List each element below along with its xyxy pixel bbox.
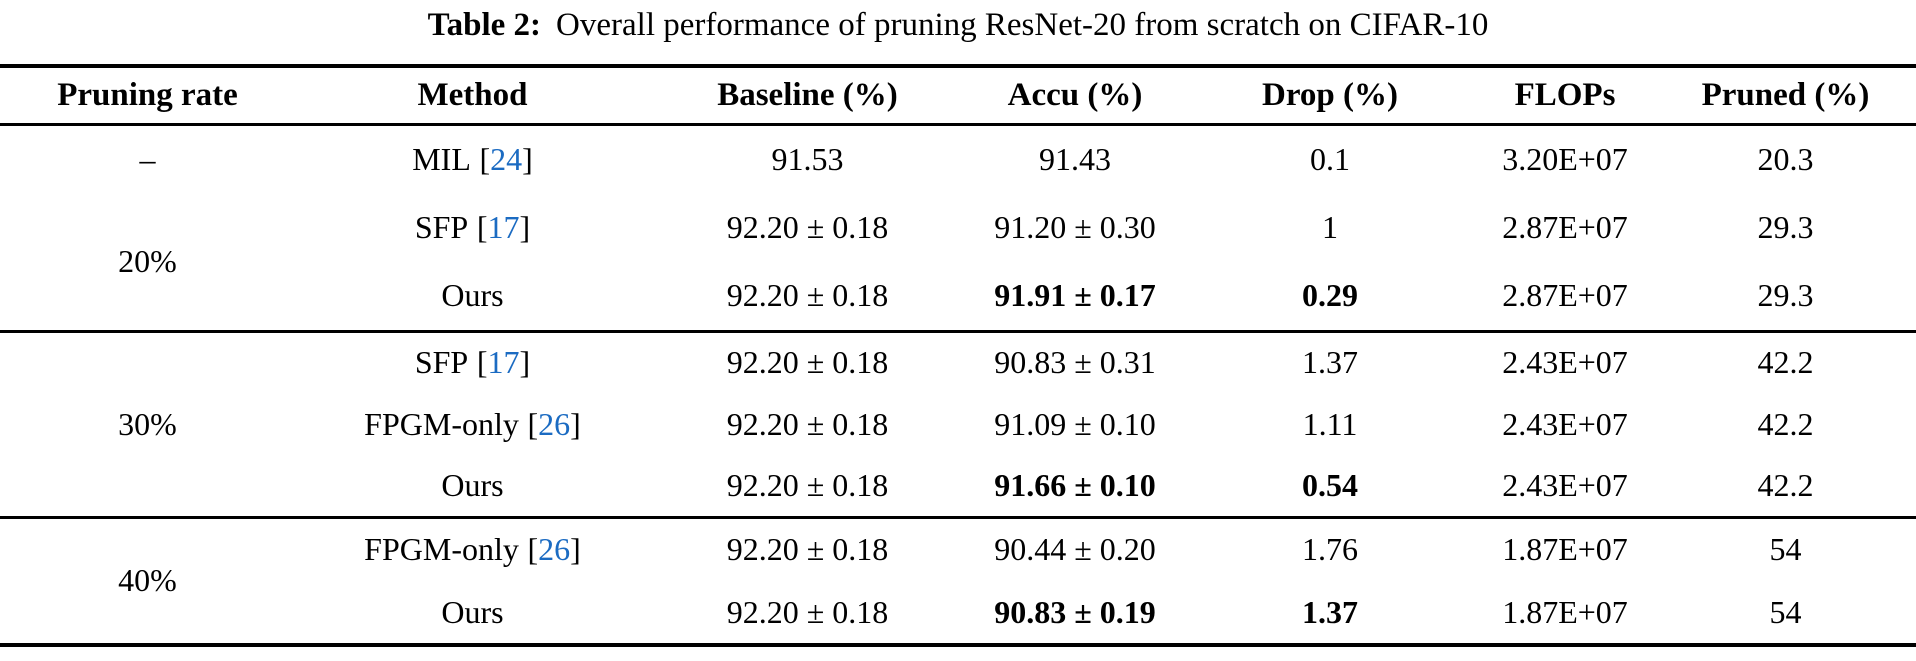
cell-pruned: 29.3 [1757, 277, 1814, 314]
cell-pruned: 42.2 [1757, 466, 1814, 503]
cell-pruning-rate: 30% [0, 329, 295, 517]
cell-flops: 1.87E+07 [1502, 593, 1628, 630]
method-label: MIL [412, 140, 471, 177]
method-label: FPGM-only [364, 405, 519, 442]
cite-bracket-close: ] [570, 405, 581, 442]
cell-pruning-rate: 40% [0, 515, 295, 645]
cell-baseline: 92.20 ± 0.18 [650, 515, 965, 581]
header-row: Pruning rate Method Baseline (%) Accu (%… [0, 66, 1916, 126]
cell-accu: 91.66 ± 0.10 [994, 466, 1156, 503]
col-header-drop: Drop (%) [1185, 66, 1475, 126]
method-label: FPGM-only [364, 531, 519, 568]
cell-pruning-rate: 20% [118, 242, 177, 279]
table-caption-label: Table 2: [427, 7, 542, 43]
cell-method: MIL [24] [295, 124, 650, 193]
cell-pruned: 42.2 [1757, 405, 1814, 442]
cell-flops: 2.43E+07 [1475, 329, 1655, 393]
cite-bracket-open: [ [527, 531, 539, 568]
cell-accu: 90.83 ± 0.31 [965, 329, 1185, 393]
cite-bracket-open: [ [527, 405, 539, 442]
cell-drop: 1 [1322, 209, 1338, 245]
cell-baseline: 92.20 ± 0.18 [650, 329, 965, 393]
cell-drop: 1.11 [1302, 405, 1358, 442]
method-label: SFP [414, 344, 469, 381]
table-row: – MIL [24] 91.53 91.43 0.1 3.20E+07 20.3 [0, 124, 1916, 193]
cell-baseline: 92.20 ± 0.18 [726, 209, 889, 245]
cell-pruned: 42.2 [1655, 329, 1916, 393]
cite-bracket-open: [ [479, 140, 491, 177]
cell-accu: 91.43 [1039, 140, 1111, 177]
cell-baseline: 92.20 ± 0.18 [726, 593, 889, 630]
cell-drop: 1.37 [1302, 593, 1358, 630]
cite-bracket-open: [ [476, 209, 488, 245]
cite-bracket-close: ] [519, 209, 531, 245]
table-row: FPGM-only [26] 92.20 ± 0.18 91.09 ± 0.10 … [0, 393, 1916, 455]
citation-link[interactable]: 26 [538, 405, 571, 442]
col-header-method: Method [295, 66, 650, 126]
cell-pruned: 54 [1769, 593, 1802, 630]
cell-flops: 1.87E+07 [1475, 515, 1655, 581]
cell-flops: 3.20E+07 [1502, 140, 1628, 177]
col-header-pruning-rate: Pruning rate [0, 66, 295, 126]
cell-accu: 91.91 ± 0.17 [994, 277, 1156, 314]
cite-bracket-close: ] [519, 344, 531, 381]
cell-drop: 1.37 [1185, 329, 1475, 393]
cell-pruning-rate: – [139, 140, 156, 177]
cell-pruned: 29.3 [1757, 209, 1814, 245]
results-table: Pruning rate Method Baseline (%) Accu (%… [0, 64, 1916, 647]
cell-drop: 0.29 [1302, 277, 1358, 314]
table-row: Ours 92.20 ± 0.18 91.66 ± 0.10 0.54 2.43… [0, 455, 1916, 517]
cell-baseline: 91.53 [771, 140, 844, 177]
table-row: Ours 92.20 ± 0.18 91.91 ± 0.17 0.29 2.87… [0, 262, 1916, 331]
cell-accu: 91.09 ± 0.10 [994, 405, 1156, 442]
table-caption-text: Overall performance of pruning ResNet-20… [556, 7, 1489, 43]
cell-drop: 0.1 [1310, 140, 1350, 177]
cell-drop: 1.76 [1185, 515, 1475, 581]
cell-method: Ours [441, 466, 504, 503]
method-label: SFP [414, 209, 469, 245]
cite-bracket-close: ] [570, 531, 581, 568]
cell-pruned: 54 [1655, 515, 1916, 581]
citation-link[interactable]: 17 [487, 209, 520, 245]
cell-accu: 90.44 ± 0.20 [965, 515, 1185, 581]
cell-drop: 0.54 [1302, 466, 1358, 503]
cell-baseline: 92.20 ± 0.18 [726, 466, 889, 503]
cell-flops: 2.87E+07 [1502, 277, 1628, 314]
cell-method: FPGM-only [26] [295, 515, 650, 581]
cell-pruned: 20.3 [1757, 140, 1814, 177]
cite-bracket-close: ] [522, 140, 533, 177]
cell-accu: 90.83 ± 0.19 [994, 593, 1156, 630]
table-row: 20% SFP [17] 92.20 ± 0.18 91.20 ± 0.30 1 … [0, 193, 1916, 279]
cell-flops: 2.87E+07 [1502, 209, 1628, 245]
table-row: 30% SFP [17] 92.20 ± 0.18 90.83 ± 0.31 1.… [0, 329, 1916, 517]
cite-bracket-open: [ [476, 344, 488, 381]
col-header-accu: Accu (%) [965, 66, 1185, 126]
cell-method: SFP [17] [295, 193, 650, 262]
citation-link[interactable]: 26 [538, 531, 571, 568]
cell-method: Ours [441, 277, 504, 314]
cell-flops: 2.43E+07 [1502, 405, 1628, 442]
cell-method: SFP [17] [295, 329, 650, 393]
col-header-flops: FLOPs [1475, 66, 1655, 126]
cell-baseline: 92.20 ± 0.18 [726, 405, 889, 442]
table-row: Ours 92.20 ± 0.18 90.83 ± 0.19 1.37 1.87… [0, 581, 1916, 645]
cell-method: Ours [441, 593, 504, 630]
table-row: 40% FPGM-only [26] 92.20 ± 0.18 90.44 ± 0… [0, 515, 1916, 645]
cell-method: FPGM-only [26] [295, 393, 650, 455]
citation-link[interactable]: 24 [490, 140, 523, 177]
citation-link[interactable]: 17 [487, 344, 520, 381]
table-caption: Table 2: Overall performance of pruning … [0, 0, 1916, 64]
cell-accu: 91.20 ± 0.30 [994, 209, 1156, 245]
cell-baseline: 92.20 ± 0.18 [726, 277, 889, 314]
col-header-baseline: Baseline (%) [650, 66, 965, 126]
col-header-pruned: Pruned (%) [1655, 66, 1916, 126]
cell-flops: 2.43E+07 [1502, 466, 1628, 503]
